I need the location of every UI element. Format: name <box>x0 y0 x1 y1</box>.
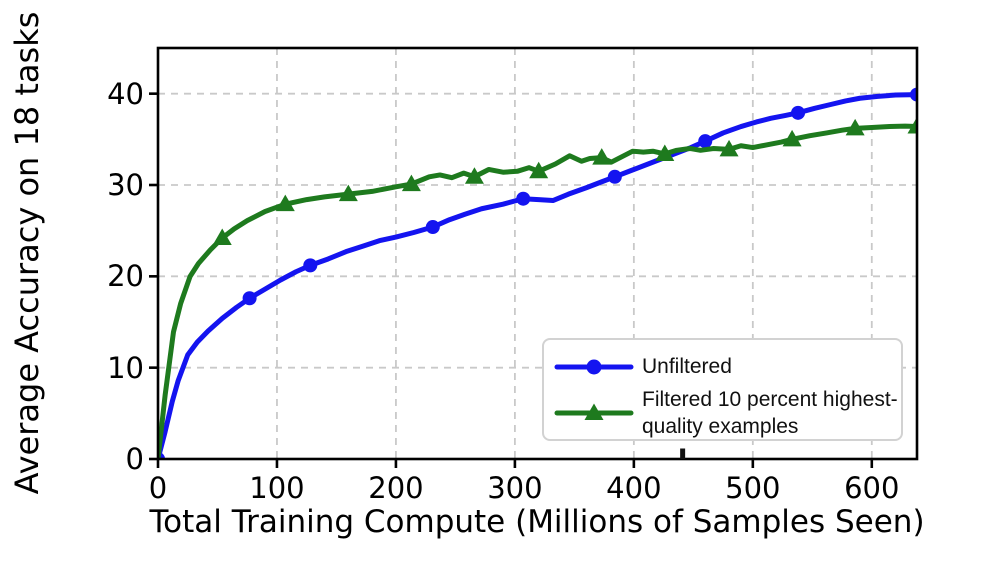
legend: Unfiltered Filtered 10 percent highest- … <box>542 338 903 441</box>
y-tick-label-20: 20 <box>107 259 144 294</box>
legend-line-triangle-icon <box>554 398 634 428</box>
circle-marker <box>303 258 318 273</box>
triangle-marker <box>275 194 295 212</box>
triangle-marker <box>592 148 612 165</box>
triangle-marker <box>782 129 802 147</box>
legend-line-circle-icon <box>554 352 634 382</box>
triangle-marker <box>464 167 484 184</box>
x-tick-label-100: 100 <box>249 471 305 505</box>
axis-ticks <box>149 92 874 468</box>
x-axis-title: Total Training Compute (Millions of Samp… <box>149 504 925 540</box>
triangle-marker <box>212 228 232 245</box>
circle-marker <box>425 220 440 235</box>
y-axis-title: Average Accuracy on 18 tasks <box>8 11 46 495</box>
plot-area <box>158 87 917 459</box>
series-line-filtered <box>158 123 917 459</box>
triangle-marker <box>907 117 917 134</box>
x-tick-label-0: 0 <box>148 471 168 505</box>
y-tick-label-0: 0 <box>125 442 144 476</box>
triangle-marker <box>338 184 358 202</box>
circle-marker <box>791 105 806 120</box>
legend-item-filtered-line1: Filtered 10 percent highest- <box>642 388 898 411</box>
circle-marker <box>242 291 257 306</box>
x-tick-label-600: 600 <box>844 471 900 505</box>
circle-marker <box>607 169 622 184</box>
legend-item-unfiltered: Unfiltered <box>642 355 732 378</box>
axes-frame <box>156 46 919 461</box>
x-tick-label-400: 400 <box>606 471 662 505</box>
axis-notch <box>680 448 686 459</box>
y-tick-label-30: 30 <box>107 168 144 202</box>
triangle-marker <box>719 139 739 157</box>
circle-marker <box>698 134 713 149</box>
triangle-marker <box>529 161 549 179</box>
legend-item-filtered-line2: quality examples <box>642 415 799 438</box>
y-tick-label-10: 10 <box>107 350 144 385</box>
triangle-marker <box>655 144 675 161</box>
x-tick-label-200: 200 <box>368 471 424 505</box>
triangle-marker <box>401 174 421 192</box>
legend-item-filtered: Filtered 10 percent highest- quality exa… <box>642 386 898 440</box>
y-tick-label-40: 40 <box>107 76 144 111</box>
triangle-marker <box>845 118 865 136</box>
x-tick-label-500: 500 <box>725 471 781 505</box>
x-tick-label-300: 300 <box>487 471 543 505</box>
circle-marker <box>910 87 917 102</box>
circle-marker <box>516 191 531 206</box>
